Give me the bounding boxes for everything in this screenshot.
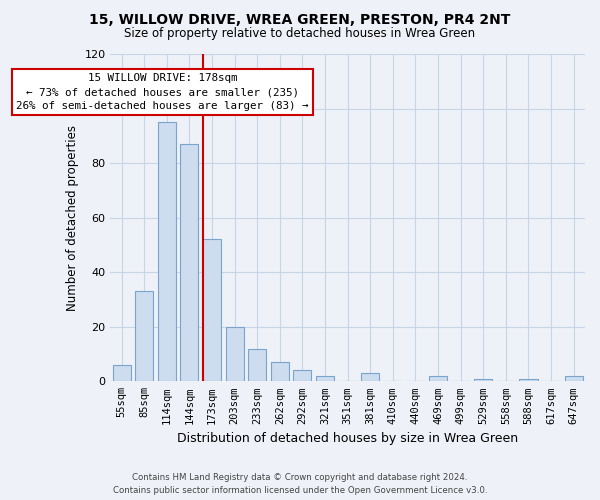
- Text: Contains HM Land Registry data © Crown copyright and database right 2024.
Contai: Contains HM Land Registry data © Crown c…: [113, 474, 487, 495]
- Bar: [135, 292, 153, 382]
- Bar: [181, 144, 199, 382]
- Bar: [271, 362, 289, 382]
- Bar: [113, 365, 131, 382]
- Bar: [316, 376, 334, 382]
- Bar: [429, 376, 447, 382]
- Y-axis label: Number of detached properties: Number of detached properties: [66, 124, 79, 310]
- Bar: [361, 373, 379, 382]
- Bar: [474, 378, 493, 382]
- Bar: [293, 370, 311, 382]
- Text: 15 WILLOW DRIVE: 178sqm
← 73% of detached houses are smaller (235)
26% of semi-d: 15 WILLOW DRIVE: 178sqm ← 73% of detache…: [16, 73, 308, 111]
- Text: 15, WILLOW DRIVE, WREA GREEN, PRESTON, PR4 2NT: 15, WILLOW DRIVE, WREA GREEN, PRESTON, P…: [89, 12, 511, 26]
- Bar: [158, 122, 176, 382]
- Bar: [520, 378, 538, 382]
- Bar: [565, 376, 583, 382]
- Bar: [203, 240, 221, 382]
- Text: Size of property relative to detached houses in Wrea Green: Size of property relative to detached ho…: [124, 28, 476, 40]
- X-axis label: Distribution of detached houses by size in Wrea Green: Distribution of detached houses by size …: [177, 432, 518, 445]
- Bar: [248, 348, 266, 382]
- Bar: [226, 327, 244, 382]
